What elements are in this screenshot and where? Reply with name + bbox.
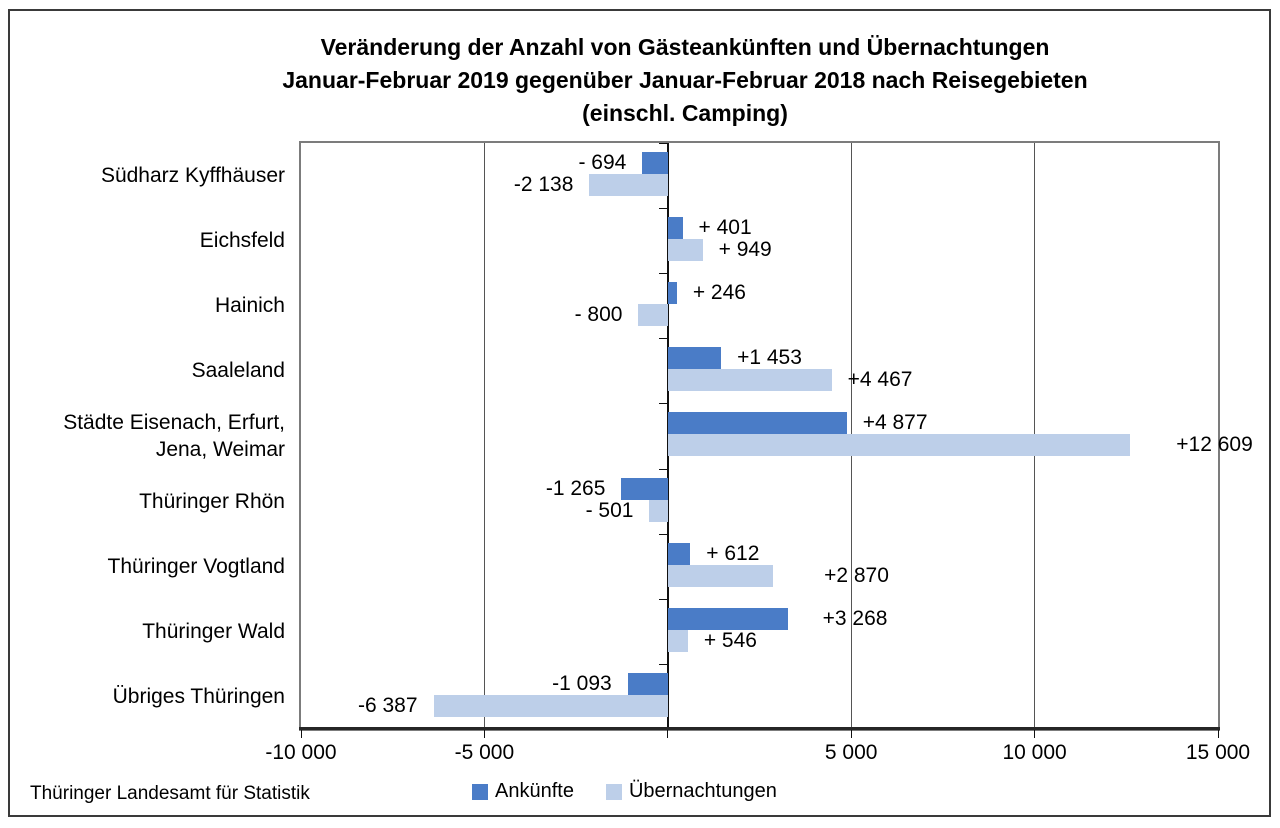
bar-ankuenfte-5 (621, 477, 668, 500)
x-axis-tick (850, 729, 852, 738)
bar-ankuenfte-7 (667, 607, 788, 630)
bar-value-label: +4 467 (847, 368, 913, 392)
category-axis-tick (658, 469, 668, 470)
category-label: Übriges Thüringen (112, 684, 285, 708)
bar-value-label: +3 268 (822, 606, 888, 630)
category-label: Städte Eisenach, Erfurt, Jena, Weimar (63, 410, 285, 461)
x-axis-tick (1034, 729, 1036, 738)
legend-item-ankuenfte: Ankünfte (472, 780, 574, 803)
bar-uebernachtungen-0 (589, 174, 668, 196)
bar-ankuenfte-3 (667, 347, 722, 370)
category-axis-tick (658, 599, 668, 600)
bar-ankuenfte-4 (667, 412, 847, 435)
bar-ankuenfte-0 (642, 152, 668, 174)
category-axis-tick (658, 273, 668, 274)
bar-value-label: +2 870 (824, 563, 889, 587)
x-tick-label: 10 000 (1002, 741, 1067, 764)
bar-uebernachtungen-4 (667, 434, 1131, 457)
bar-value-label: +4 877 (862, 411, 928, 435)
bar-value-label: -2 138 (513, 173, 574, 196)
bar-value-label: +1 453 (737, 346, 802, 370)
category-axis-tick (658, 534, 668, 535)
category-label: Thüringer Vogtland (107, 554, 285, 578)
x-axis-tick (1217, 729, 1219, 738)
source-label: Thüringer Landesamt für Statistik (30, 783, 310, 804)
bar-uebernachtungen-6 (667, 564, 774, 587)
legend-label-uebernachtungen: Übernachtungen (628, 780, 777, 802)
bar-value-label: -1 265 (545, 476, 606, 500)
legend-item-uebernachtungen: Übernachtungen (605, 780, 777, 803)
bar-value-label: + 401 (698, 216, 752, 240)
bar-value-label: + 546 (703, 628, 757, 652)
x-tick-label: 5 000 (824, 741, 878, 764)
x-tick-label: -5 000 (454, 741, 515, 764)
bar-ankuenfte-8 (627, 672, 668, 695)
category-label: Eichsfeld (199, 229, 285, 253)
bar-uebernachtungen-5 (649, 499, 668, 522)
x-tick-label: 15 000 (1185, 741, 1251, 764)
bar-value-label: +12 609 (1176, 433, 1253, 457)
bar-value-label: - 694 (578, 151, 627, 174)
category-label-row: Saaleland (16, 338, 285, 403)
category-label-row: Thüringer Vogtland (16, 534, 285, 599)
category-label: Saaleland (191, 359, 285, 383)
title-line-2: Januar-Februar 2019 gegenüber Januar-Feb… (282, 67, 1088, 93)
category-label: Thüringer Rhön (139, 489, 285, 513)
bar-ankuenfte-6 (667, 542, 691, 565)
category-label: Südharz Kyffhäuser (100, 164, 285, 188)
category-label: Hainich (214, 294, 285, 318)
legend-label-ankuenfte: Ankünfte (495, 780, 574, 802)
plot-border (299, 141, 1220, 731)
bar-value-label: -6 387 (357, 693, 418, 717)
bar-uebernachtungen-7 (667, 629, 688, 652)
category-axis-tick (658, 208, 668, 209)
category-label-row: Eichsfeld (16, 208, 285, 273)
bar-ankuenfte-1 (667, 217, 683, 240)
bar-value-label: -1 093 (552, 671, 612, 695)
category-label-row: Städte Eisenach, Erfurt, Jena, Weimar (16, 403, 285, 468)
x-axis-tick (300, 729, 302, 738)
legend-swatch-ankuenfte (472, 783, 488, 800)
bar-value-label: + 246 (692, 281, 746, 305)
x-tick-label: -10 000 (265, 741, 337, 764)
bar-value-label: - 501 (585, 498, 634, 522)
figure-border (8, 9, 1271, 817)
bar-value-label: + 612 (706, 541, 760, 565)
gridline--5000 (483, 143, 485, 729)
category-label-row: Hainich (16, 273, 285, 338)
bar-value-label: + 949 (718, 238, 772, 262)
x-axis-line (299, 727, 1220, 730)
bar-uebernachtungen-1 (667, 239, 703, 262)
bar-value-label: - 800 (574, 303, 623, 327)
category-axis-tick (658, 143, 668, 144)
category-axis-tick (658, 338, 668, 339)
bar-uebernachtungen-2 (638, 304, 668, 327)
category-axis-tick (658, 664, 668, 665)
bar-uebernachtungen-3 (667, 369, 832, 392)
legend-swatch-uebernachtungen (605, 783, 622, 800)
x-axis-tick (667, 729, 669, 738)
category-axis-labels: Südharz Kyffhäuser Eichsfeld Hainich Saalel… (16, 143, 285, 729)
category-label-row: Übriges Thüringen (16, 664, 285, 729)
bar-ankuenfte-2 (667, 282, 677, 305)
title-line-1: Veränderung der Anzahl von Gästeankünfte… (320, 34, 1050, 60)
category-label-row: Thüringer Rhön (16, 469, 285, 534)
legend: Ankünfte Übernachtungen (472, 780, 777, 803)
category-label-row: Südharz Kyffhäuser (16, 143, 285, 208)
category-axis-tick (658, 403, 668, 404)
plot-area: -10 000 -5 000 5 000 10 000 15 000 - 694 + 401… (265, 143, 1253, 764)
category-label: Thüringer Wald (142, 619, 285, 643)
category-label-row: Thüringer Wald (16, 599, 285, 664)
bar-uebernachtungen-8 (433, 694, 668, 717)
chart-title: Veränderung der Anzahl von Gästeankünfte… (100, 31, 1270, 130)
title-line-3: (einschl. Camping) (582, 100, 788, 126)
x-axis-tick (483, 729, 485, 738)
